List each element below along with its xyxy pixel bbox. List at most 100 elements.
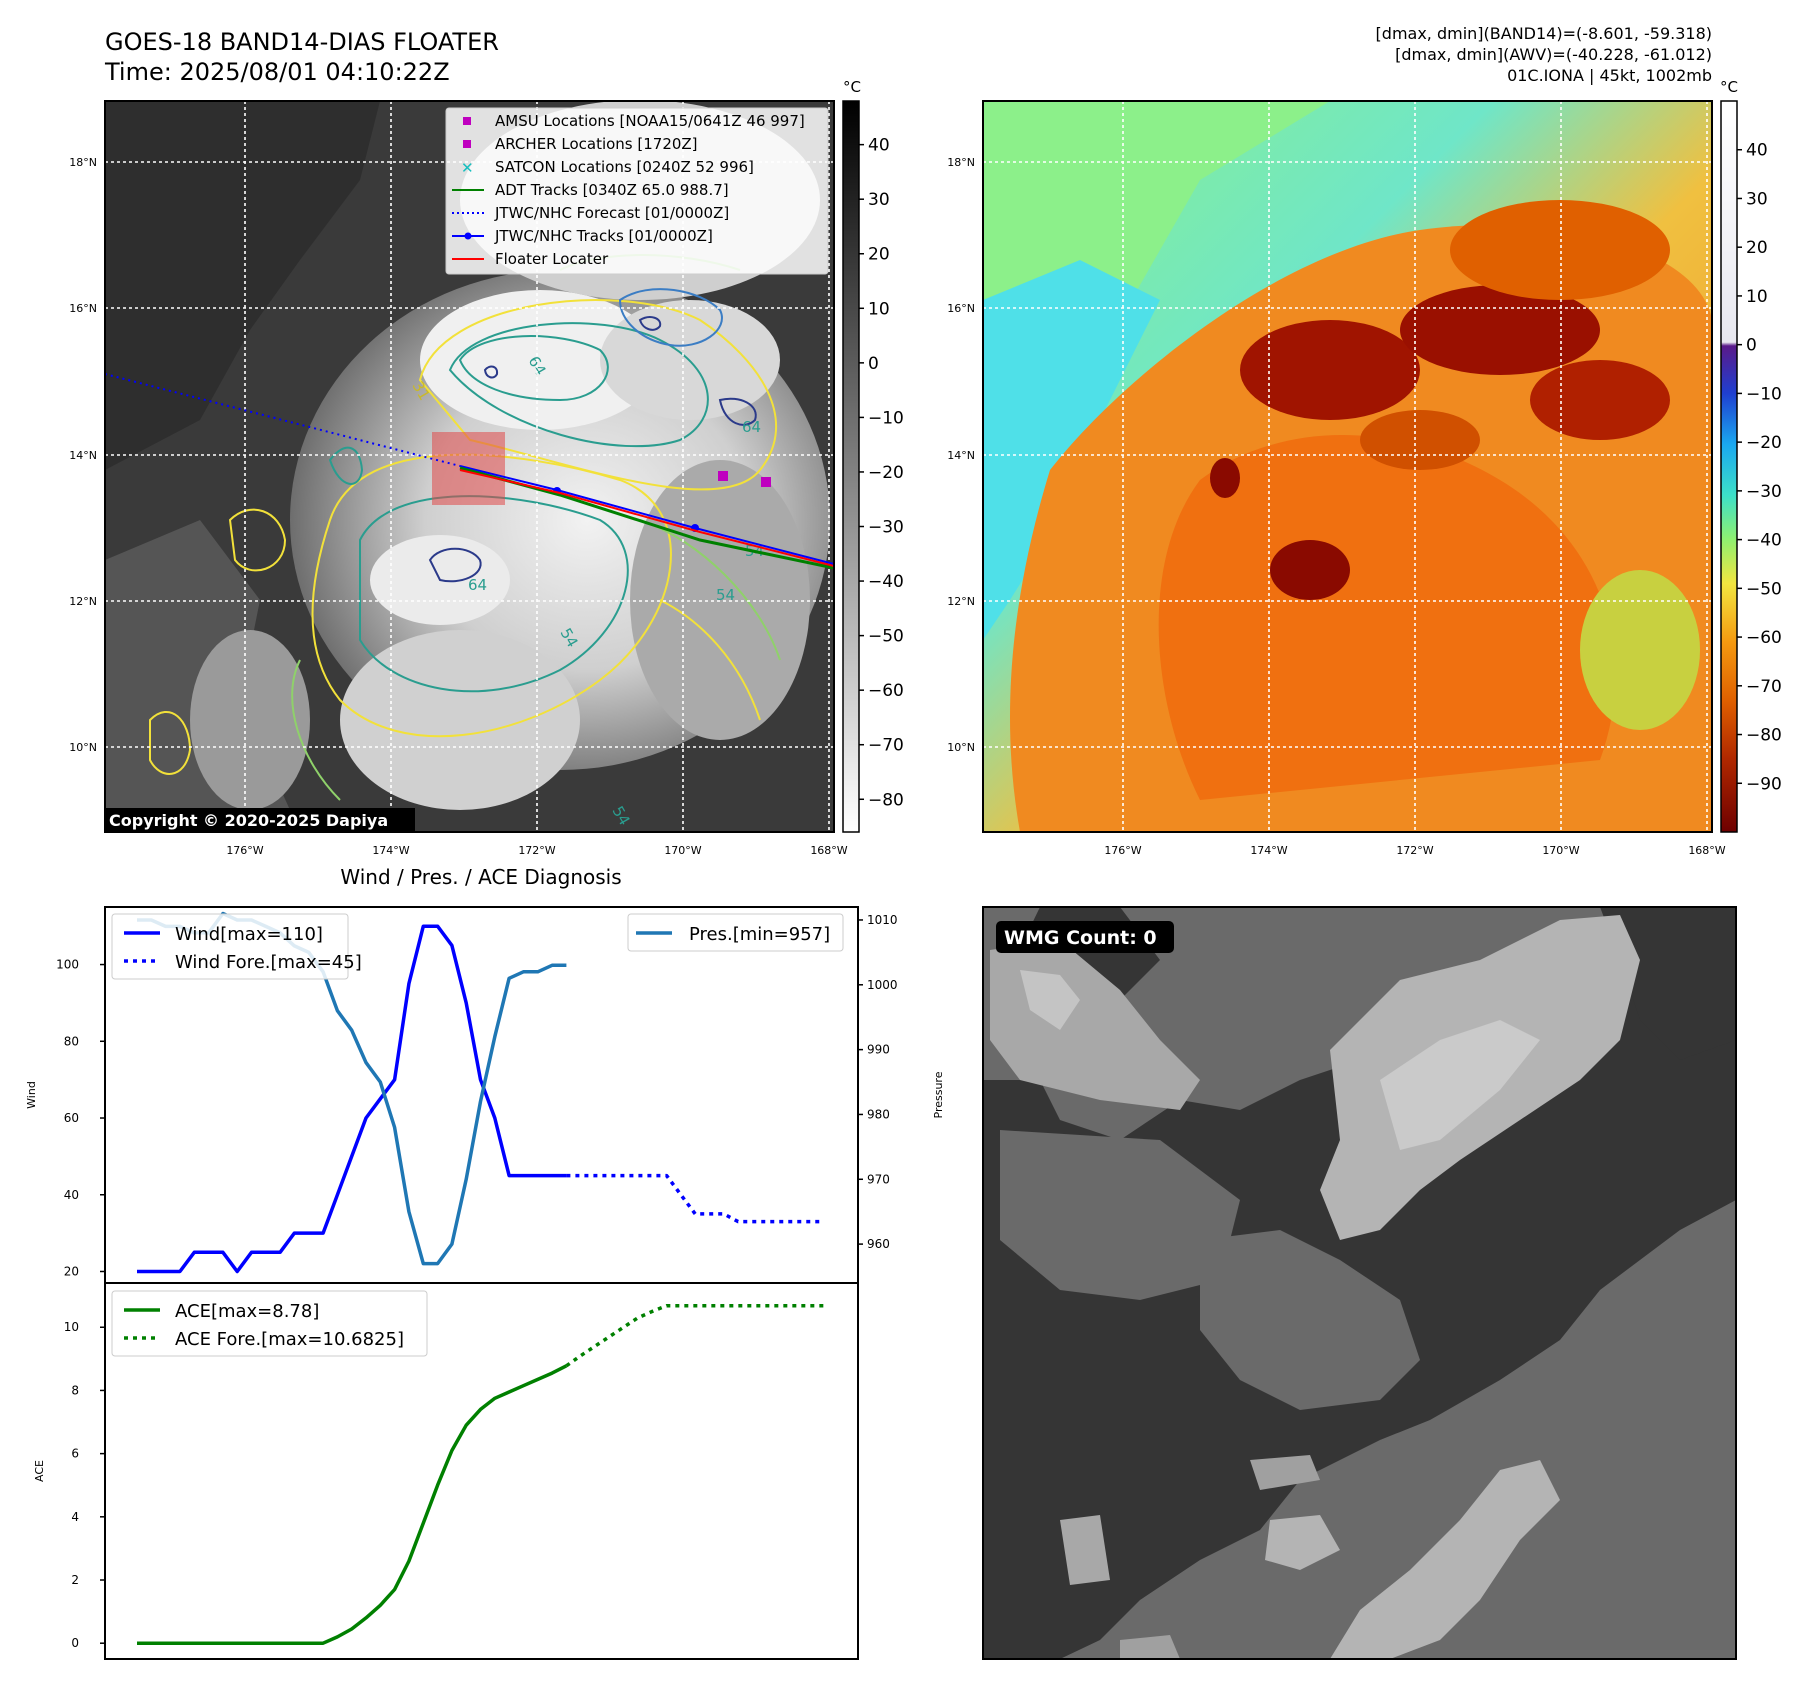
pressure-tick: 1000 bbox=[867, 978, 898, 992]
ace-series-line-1 bbox=[565, 1303, 824, 1368]
ace-tick: 2 bbox=[71, 1573, 79, 1587]
colorbar-left-tick: −70 bbox=[868, 736, 904, 756]
wind-legend: Wind[max=110] Wind Fore.[max=45] bbox=[111, 913, 362, 980]
storm-info: 01C.IONA | 45kt, 1002mb bbox=[1507, 66, 1712, 85]
lat-tick: 14°N bbox=[947, 449, 975, 462]
ace-legend: ACE[max=8.78] ACE Fore.[max=10.6825] bbox=[111, 1290, 428, 1357]
wind-tick: 80 bbox=[64, 1034, 79, 1048]
ace-tick: 8 bbox=[71, 1383, 79, 1397]
ir-map-left: 64 64 64 54 54 54 54 31 bbox=[69, 78, 904, 857]
lat-tick: 16°N bbox=[947, 302, 975, 315]
contour-label: 54 bbox=[716, 586, 735, 604]
wmg-count-text: WMG Count: 0 bbox=[1004, 927, 1157, 949]
legend-archer: ARCHER Locations [1720Z] bbox=[495, 135, 698, 153]
legend-ace: ACE[max=8.78] bbox=[175, 1301, 319, 1322]
colorbar-left-tick: 30 bbox=[868, 190, 890, 210]
lat-tick: 16°N bbox=[69, 302, 97, 315]
colorbar-right-tick: 10 bbox=[1746, 287, 1768, 307]
floater-track bbox=[459, 469, 834, 567]
legend-ace-fore: ACE Fore.[max=10.6825] bbox=[175, 1329, 404, 1350]
colorbar-right-tick: −70 bbox=[1746, 677, 1782, 697]
stats-awv: [dmax, dmin](AWV)=(-40.228, -61.012) bbox=[1395, 45, 1712, 64]
colorbar-left bbox=[842, 100, 860, 833]
ace-tick: 4 bbox=[71, 1510, 79, 1524]
lon-tick: 174°W bbox=[1250, 844, 1287, 857]
legend-wind-fore: Wind Fore.[max=45] bbox=[175, 952, 362, 973]
lat-tick: 10°N bbox=[69, 741, 97, 754]
lat-tick: 18°N bbox=[69, 156, 97, 169]
series-line-1 bbox=[566, 1173, 824, 1224]
lat-tick: 12°N bbox=[69, 595, 97, 608]
lon-tick: 172°W bbox=[518, 844, 555, 857]
lat-tick: 18°N bbox=[947, 156, 975, 169]
svg-text:✕: ✕ bbox=[461, 159, 474, 177]
copyright-box bbox=[105, 808, 415, 832]
colorbar-left-tick: 40 bbox=[868, 136, 890, 156]
archer-marker bbox=[761, 477, 771, 487]
colorbar-right-tick: 0 bbox=[1746, 336, 1757, 356]
colorbar-left-tick: −20 bbox=[868, 463, 904, 483]
figure-title: GOES-18 BAND14-DIAS FLOATER bbox=[105, 28, 499, 56]
legend-pressure: Pres.[min=957] bbox=[689, 924, 830, 945]
lon-tick: 170°W bbox=[664, 844, 701, 857]
pressure-tick: 970 bbox=[867, 1172, 890, 1186]
wind-tick: 100 bbox=[56, 958, 79, 972]
colorbar-right-tick: −10 bbox=[1746, 384, 1782, 404]
diagnosis-title: Wind / Pres. / ACE Diagnosis bbox=[340, 865, 621, 889]
lon-tick: 176°W bbox=[1104, 844, 1141, 857]
colorbar-right-tick: −50 bbox=[1746, 579, 1782, 599]
colorbar-right-tick: −40 bbox=[1746, 531, 1782, 551]
lon-tick: 168°W bbox=[810, 844, 847, 857]
forecast-track bbox=[105, 373, 461, 467]
legend-adt: ADT Tracks [0340Z 65.0 988.7] bbox=[495, 181, 729, 199]
lon-tick: 176°W bbox=[226, 844, 263, 857]
colorbar-left-tick: −60 bbox=[868, 681, 904, 701]
colorbar-right-tick: −60 bbox=[1746, 628, 1782, 648]
colorbar-right-tick: 20 bbox=[1746, 238, 1768, 258]
lat-tick: 14°N bbox=[69, 449, 97, 462]
map-legend: AMSU Locations [NOAA15/0641Z 46 997] ARC… bbox=[445, 107, 829, 275]
colorbar-left-unit: °C bbox=[843, 78, 861, 96]
legend-wind: Wind[max=110] bbox=[175, 924, 323, 945]
pressure-legend: Pres.[min=957] bbox=[627, 913, 844, 952]
colorbar-right-unit: °C bbox=[1720, 78, 1738, 96]
pressure-tick: 1010 bbox=[867, 913, 898, 927]
colorbar-left-tick: −10 bbox=[868, 408, 904, 428]
pressure-tick: 980 bbox=[867, 1107, 890, 1121]
lon-tick: 172°W bbox=[1396, 844, 1433, 857]
colorbar-right-tick: −30 bbox=[1746, 482, 1782, 502]
lon-tick: 170°W bbox=[1542, 844, 1579, 857]
colorbar-right-tick: −80 bbox=[1746, 726, 1782, 746]
lat-tick: 10°N bbox=[947, 741, 975, 754]
contour-label: 64 bbox=[742, 418, 761, 436]
ace-tick: 10 bbox=[64, 1320, 79, 1334]
wmg-panel: WMG Count: 0 bbox=[982, 906, 1737, 1660]
stats-band14: [dmax, dmin](BAND14)=(-8.601, -59.318) bbox=[1376, 24, 1712, 43]
best-track bbox=[459, 465, 834, 565]
wind-tick: 60 bbox=[64, 1111, 79, 1125]
ace-series-line-0 bbox=[137, 1364, 568, 1645]
copyright-text: Copyright © 2020-2025 Dapiya bbox=[109, 811, 388, 830]
ace-chart: 0 2 4 6 8 10 bbox=[64, 1303, 824, 1650]
colorbar-left-tick: −50 bbox=[868, 627, 904, 647]
pressure-tick: 990 bbox=[867, 1043, 890, 1057]
legend-floater: Floater Locater bbox=[495, 250, 609, 268]
wind-tick: 20 bbox=[64, 1264, 79, 1278]
legend-forecast: JTWC/NHC Forecast [01/0000Z] bbox=[494, 204, 729, 222]
legend-amsu: AMSU Locations [NOAA15/0641Z 46 997] bbox=[495, 112, 805, 130]
colorbar-right-tick: −20 bbox=[1746, 433, 1782, 453]
colorbar-right-tick: 30 bbox=[1746, 189, 1768, 209]
colorbar-left-tick: 20 bbox=[868, 245, 890, 265]
colorbar-right-tick: −90 bbox=[1746, 774, 1782, 794]
colorbar-left-tick: −80 bbox=[868, 790, 904, 810]
ir-map-right: 18°N 16°N 14°N 12°N 10°N 176°W 174°W 172… bbox=[947, 78, 1782, 857]
colorbar-right-tick: 40 bbox=[1746, 141, 1768, 161]
legend-satcon: SATCON Locations [0240Z 52 996] bbox=[495, 158, 754, 176]
lon-tick: 168°W bbox=[1688, 844, 1725, 857]
ace-tick: 0 bbox=[71, 1636, 79, 1650]
amsu-marker bbox=[718, 471, 728, 481]
colorbar-left-tick: 0 bbox=[868, 354, 879, 374]
legend-tracks: JTWC/NHC Tracks [01/0000Z] bbox=[494, 227, 713, 245]
series-line-0 bbox=[137, 924, 567, 1274]
